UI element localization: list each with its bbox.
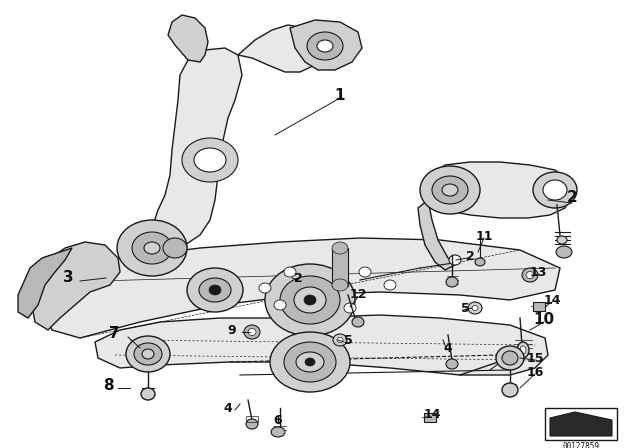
- Ellipse shape: [317, 40, 333, 52]
- Ellipse shape: [420, 166, 480, 214]
- Text: 00127859: 00127859: [563, 442, 600, 448]
- Ellipse shape: [449, 255, 461, 265]
- Text: 14: 14: [543, 293, 561, 306]
- Ellipse shape: [352, 317, 364, 327]
- Ellipse shape: [502, 351, 518, 365]
- Ellipse shape: [446, 277, 458, 287]
- Ellipse shape: [271, 427, 285, 437]
- Text: 15: 15: [526, 352, 544, 365]
- Text: 5: 5: [461, 302, 469, 314]
- Ellipse shape: [134, 343, 162, 365]
- Ellipse shape: [274, 300, 286, 310]
- Text: 1: 1: [335, 87, 345, 103]
- Ellipse shape: [556, 246, 572, 258]
- Ellipse shape: [304, 295, 316, 305]
- Ellipse shape: [533, 172, 577, 208]
- Ellipse shape: [265, 264, 355, 336]
- Text: 2: 2: [466, 250, 474, 263]
- Ellipse shape: [163, 238, 187, 258]
- Ellipse shape: [333, 334, 347, 346]
- Text: 16: 16: [526, 366, 544, 379]
- Ellipse shape: [194, 148, 226, 172]
- Ellipse shape: [142, 349, 154, 359]
- Ellipse shape: [244, 325, 260, 339]
- Bar: [533, 302, 545, 311]
- Ellipse shape: [332, 242, 348, 254]
- Ellipse shape: [384, 280, 396, 290]
- Bar: [332, 248, 348, 286]
- Ellipse shape: [520, 346, 526, 354]
- Polygon shape: [30, 242, 120, 330]
- Polygon shape: [95, 315, 548, 375]
- Ellipse shape: [446, 359, 458, 369]
- Ellipse shape: [270, 332, 350, 392]
- Ellipse shape: [126, 336, 170, 372]
- Ellipse shape: [305, 358, 315, 366]
- Text: 8: 8: [102, 378, 113, 392]
- Text: 4: 4: [444, 341, 452, 354]
- Text: 4: 4: [223, 401, 232, 414]
- Ellipse shape: [359, 267, 371, 277]
- Ellipse shape: [337, 337, 343, 343]
- Ellipse shape: [280, 276, 340, 324]
- Text: 14: 14: [423, 409, 441, 422]
- Ellipse shape: [496, 346, 524, 370]
- Ellipse shape: [187, 268, 243, 312]
- Polygon shape: [152, 48, 242, 248]
- Text: 13: 13: [529, 266, 547, 279]
- Text: 9: 9: [228, 323, 236, 336]
- Ellipse shape: [522, 268, 538, 282]
- Ellipse shape: [284, 267, 296, 277]
- Polygon shape: [550, 412, 612, 436]
- Ellipse shape: [475, 258, 485, 266]
- Ellipse shape: [248, 328, 256, 336]
- Ellipse shape: [132, 232, 172, 264]
- Bar: [246, 416, 258, 422]
- Ellipse shape: [526, 271, 534, 279]
- Text: 2: 2: [294, 271, 302, 284]
- Text: 12: 12: [349, 289, 367, 302]
- Polygon shape: [168, 15, 208, 62]
- Text: 11: 11: [476, 229, 493, 242]
- Bar: [545, 408, 617, 440]
- Ellipse shape: [141, 388, 155, 400]
- Ellipse shape: [442, 184, 458, 196]
- Ellipse shape: [307, 32, 343, 60]
- Text: 2: 2: [566, 190, 577, 206]
- Ellipse shape: [296, 352, 324, 372]
- Ellipse shape: [502, 383, 518, 397]
- Text: 10: 10: [533, 313, 555, 327]
- Ellipse shape: [432, 176, 468, 204]
- Ellipse shape: [246, 419, 258, 429]
- Text: 7: 7: [109, 327, 119, 341]
- Bar: [424, 413, 436, 422]
- Text: 5: 5: [344, 333, 353, 346]
- Polygon shape: [45, 238, 560, 338]
- Ellipse shape: [117, 220, 187, 276]
- Ellipse shape: [209, 285, 221, 295]
- Polygon shape: [418, 200, 455, 270]
- Ellipse shape: [182, 138, 238, 182]
- Ellipse shape: [144, 242, 160, 254]
- Polygon shape: [18, 248, 72, 318]
- Polygon shape: [290, 20, 362, 70]
- Ellipse shape: [517, 342, 529, 358]
- Ellipse shape: [468, 302, 482, 314]
- Ellipse shape: [294, 287, 326, 313]
- Polygon shape: [428, 162, 572, 218]
- Text: 3: 3: [63, 271, 74, 285]
- Ellipse shape: [199, 278, 231, 302]
- Ellipse shape: [259, 283, 271, 293]
- Ellipse shape: [543, 180, 567, 200]
- Ellipse shape: [472, 306, 478, 310]
- Ellipse shape: [332, 279, 348, 291]
- Ellipse shape: [344, 303, 356, 313]
- Ellipse shape: [557, 236, 567, 244]
- Text: 6: 6: [274, 414, 282, 426]
- Ellipse shape: [284, 342, 336, 382]
- Polygon shape: [238, 25, 322, 72]
